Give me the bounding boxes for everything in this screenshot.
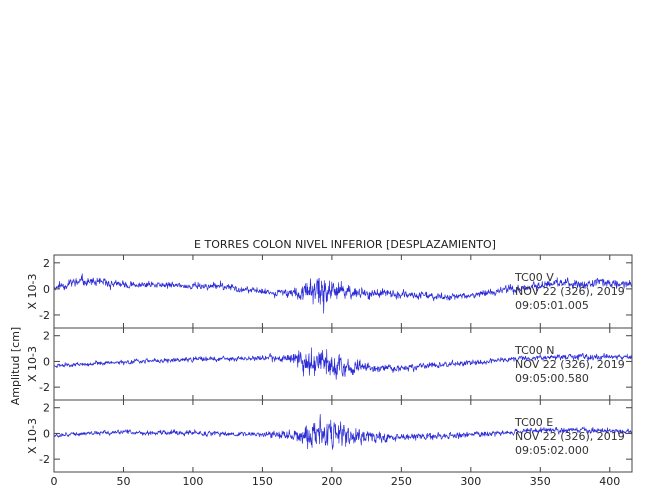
scale-label: X 10-3 [26,274,39,310]
y-tick-label: -2 [39,309,50,322]
trace-tc00-n [53,347,633,380]
y-tick-label: 2 [43,257,50,270]
panel-annotation-line: 09:05:01.005 [515,299,589,312]
x-tick-label: 350 [530,475,551,488]
x-tick-label: 200 [321,475,342,488]
trace-tc00-v [53,273,633,314]
y-tick-label: 2 [43,402,50,415]
panel-annotation-line: TC00 N [514,344,554,357]
panel-annotation-line: TC00 V [514,271,554,284]
panel-annotation-line: 09:05:02.000 [515,444,589,457]
panel-annotation-line: NOV 22 (326), 2019 [515,358,625,371]
y-tick-label: 2 [43,330,50,343]
panel-annotation-line: NOV 22 (326), 2019 [515,285,625,298]
y-axis-label: Amplitud [cm] [9,327,22,405]
x-tick-label: 150 [252,475,273,488]
trace-tc00-e [53,414,633,450]
scale-label: X 10-3 [26,346,39,382]
panel-annotation-line: TC00 E [514,416,553,429]
scale-label: X 10-3 [26,418,39,454]
y-tick-label: -2 [39,381,50,394]
y-tick-label: -2 [39,453,50,466]
chart-title: E TORRES COLON NIVEL INFERIOR [DESPLAZAM… [194,238,496,251]
y-tick-label: 0 [43,283,50,296]
panel-annotation-line: 09:05:00.580 [515,372,589,385]
x-tick-label: 400 [599,475,620,488]
x-axis: 0 50 100 150 200 250 300 350 400 [51,475,621,488]
x-tick-label: 50 [116,475,130,488]
x-tick-label: 100 [182,475,203,488]
x-tick-label: 300 [460,475,481,488]
panel-annotation-line: NOV 22 (326), 2019 [515,430,625,443]
y-tick-label: 0 [43,427,50,440]
x-tick-label: 0 [51,475,58,488]
y-tick-label: 0 [43,355,50,368]
panel-frame [53,399,633,473]
x-tick-label: 250 [391,475,412,488]
